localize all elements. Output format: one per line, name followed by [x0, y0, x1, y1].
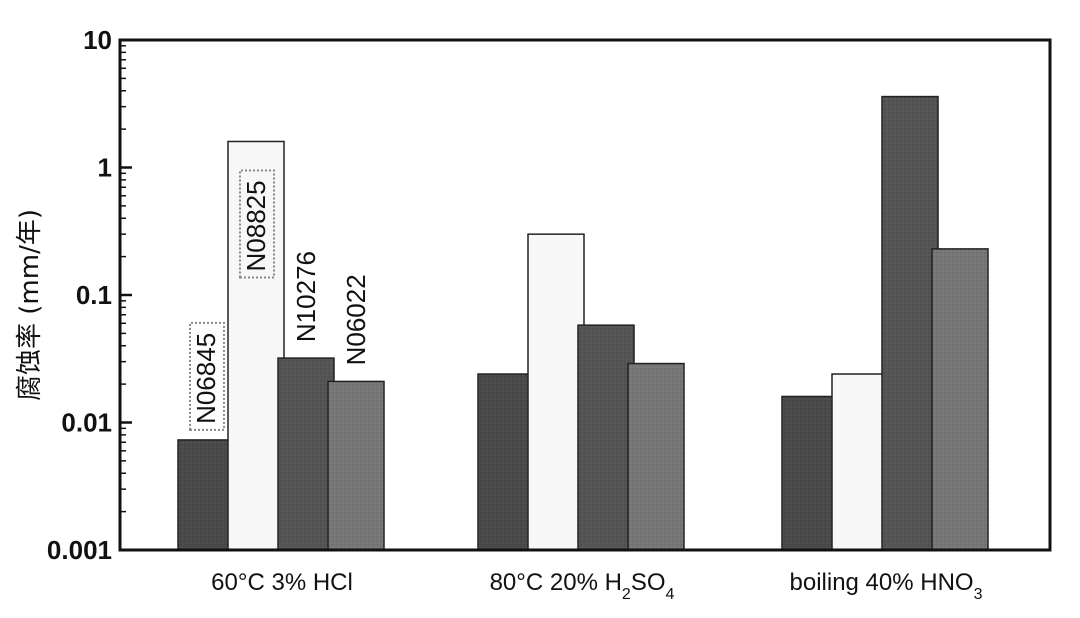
category-label: boiling 40% HNO3 [790, 569, 983, 603]
y-tick-label: 0.001 [47, 535, 112, 565]
bar-n08825 [831, 373, 889, 551]
y-tick-label: 10 [83, 25, 112, 55]
y-tick-label: 1 [98, 153, 112, 183]
bar-n06022 [627, 362, 685, 551]
bar-n06022 [327, 380, 385, 551]
category-label: 80°C 20% H2SO4 [490, 569, 675, 603]
category-label: 60°C 3% HCl [211, 569, 353, 596]
bar-n10276 [881, 95, 939, 551]
bar-n06022 [931, 248, 989, 551]
x-axis: 60°C 3% HCl 80°C 20% H2SO4 boiling 40% HNO… [211, 569, 982, 603]
series-label-n06845: N06845 [189, 321, 225, 431]
series-label-box [239, 169, 275, 279]
bar-n06845 [477, 373, 535, 551]
y-tick-label: 0.1 [76, 280, 112, 310]
y-axis: 0.001 0.01 0.1 1 10 [47, 25, 132, 565]
bar-n06845 [177, 439, 235, 551]
bar-labels: N06845 N08825 N10276 N06022 [189, 169, 371, 431]
series-label-box [189, 321, 225, 431]
series-label-text: N08825 [241, 180, 271, 271]
y-tick-label: 0.01 [61, 408, 112, 438]
series-label-n08825: N08825 [239, 169, 275, 279]
series-label-n06022: N06022 [341, 274, 371, 365]
series-label-n10276: N10276 [291, 251, 321, 342]
bar-n08825 [527, 233, 585, 551]
series-label-text: N06845 [191, 333, 221, 424]
bar-n10276 [277, 357, 335, 551]
bar-n10276 [577, 324, 635, 551]
y-axis-title: 腐蚀率 (mm/年) [15, 209, 45, 401]
series-label-text: N06022 [341, 274, 371, 365]
series-label-text: N10276 [291, 251, 321, 342]
bar-n06845 [781, 395, 839, 551]
